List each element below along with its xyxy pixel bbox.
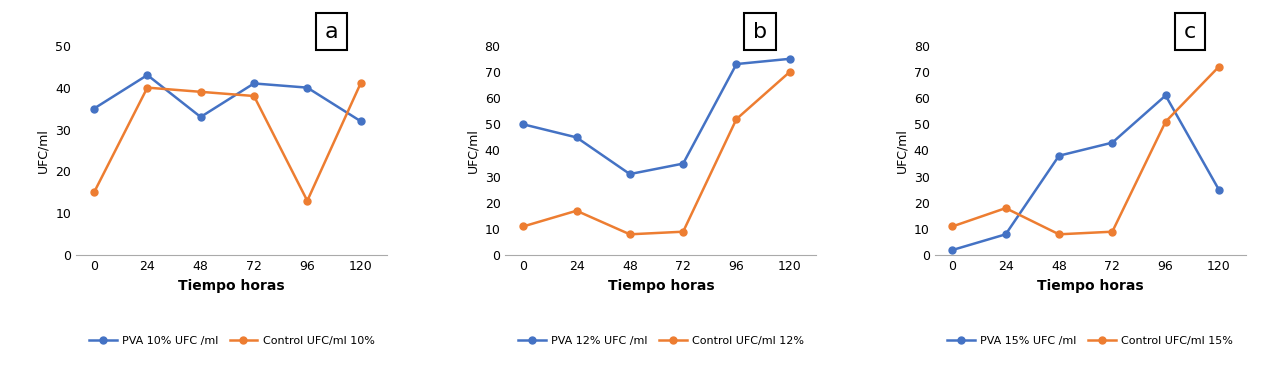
Line: Control UFC/ml 10%: Control UFC/ml 10% — [90, 80, 364, 204]
PVA 10% UFC /ml — [300, 85, 315, 90]
X-axis label: Tiempo horas: Tiempo horas — [608, 279, 714, 293]
Y-axis label: UFC/ml: UFC/ml — [466, 128, 479, 173]
Text: c: c — [1183, 22, 1196, 42]
Control UFC/ml 15% — [1051, 232, 1066, 237]
X-axis label: Tiempo horas: Tiempo horas — [178, 279, 285, 293]
Line: Control UFC/ml 12%: Control UFC/ml 12% — [520, 69, 793, 238]
Control UFC/ml 10% — [300, 199, 315, 203]
Text: a: a — [324, 22, 338, 42]
Legend: PVA 12% UFC /ml, Control UFC/ml 12%: PVA 12% UFC /ml, Control UFC/ml 12% — [513, 331, 808, 350]
Legend: PVA 15% UFC /ml, Control UFC/ml 15%: PVA 15% UFC /ml, Control UFC/ml 15% — [943, 331, 1238, 350]
Control UFC/ml 15% — [1104, 229, 1120, 234]
Legend: PVA 10% UFC /ml, Control UFC/ml 10%: PVA 10% UFC /ml, Control UFC/ml 10% — [84, 331, 379, 350]
PVA 10% UFC /ml — [140, 73, 155, 77]
PVA 15% UFC /ml — [998, 232, 1013, 237]
X-axis label: Tiempo horas: Tiempo horas — [1037, 279, 1144, 293]
Text: b: b — [754, 22, 768, 42]
PVA 12% UFC /ml — [675, 161, 690, 166]
Control UFC/ml 15% — [998, 206, 1013, 210]
Y-axis label: UFC/ml: UFC/ml — [37, 128, 50, 173]
Control UFC/ml 10% — [193, 90, 208, 94]
Control UFC/ml 12% — [623, 232, 638, 237]
Control UFC/ml 12% — [728, 117, 744, 121]
PVA 15% UFC /ml — [1158, 93, 1173, 98]
Control UFC/ml 12% — [569, 208, 585, 213]
Control UFC/ml 15% — [1211, 64, 1227, 69]
PVA 10% UFC /ml — [353, 119, 369, 123]
Control UFC/ml 12% — [516, 224, 531, 229]
PVA 15% UFC /ml — [1051, 154, 1066, 158]
Control UFC/ml 12% — [782, 70, 797, 74]
Control UFC/ml 10% — [86, 190, 102, 195]
Line: PVA 12% UFC /ml: PVA 12% UFC /ml — [520, 55, 793, 178]
Line: Control UFC/ml 15%: Control UFC/ml 15% — [949, 63, 1223, 238]
Control UFC/ml 10% — [247, 94, 262, 98]
PVA 15% UFC /ml — [1211, 187, 1227, 192]
Control UFC/ml 10% — [140, 85, 155, 90]
Y-axis label: UFC/ml: UFC/ml — [895, 128, 909, 173]
PVA 12% UFC /ml — [623, 172, 638, 176]
Control UFC/ml 15% — [1158, 119, 1173, 124]
PVA 12% UFC /ml — [728, 62, 744, 66]
PVA 12% UFC /ml — [782, 56, 797, 61]
PVA 10% UFC /ml — [86, 106, 102, 111]
Line: PVA 10% UFC /ml: PVA 10% UFC /ml — [90, 72, 364, 125]
Control UFC/ml 10% — [353, 81, 369, 86]
PVA 15% UFC /ml — [1104, 140, 1120, 145]
PVA 15% UFC /ml — [944, 248, 960, 252]
Control UFC/ml 12% — [675, 229, 690, 234]
PVA 12% UFC /ml — [516, 122, 531, 126]
PVA 10% UFC /ml — [247, 81, 262, 86]
PVA 12% UFC /ml — [569, 135, 585, 140]
Line: PVA 15% UFC /ml: PVA 15% UFC /ml — [949, 92, 1223, 253]
PVA 10% UFC /ml — [193, 115, 208, 119]
Control UFC/ml 15% — [944, 224, 960, 229]
